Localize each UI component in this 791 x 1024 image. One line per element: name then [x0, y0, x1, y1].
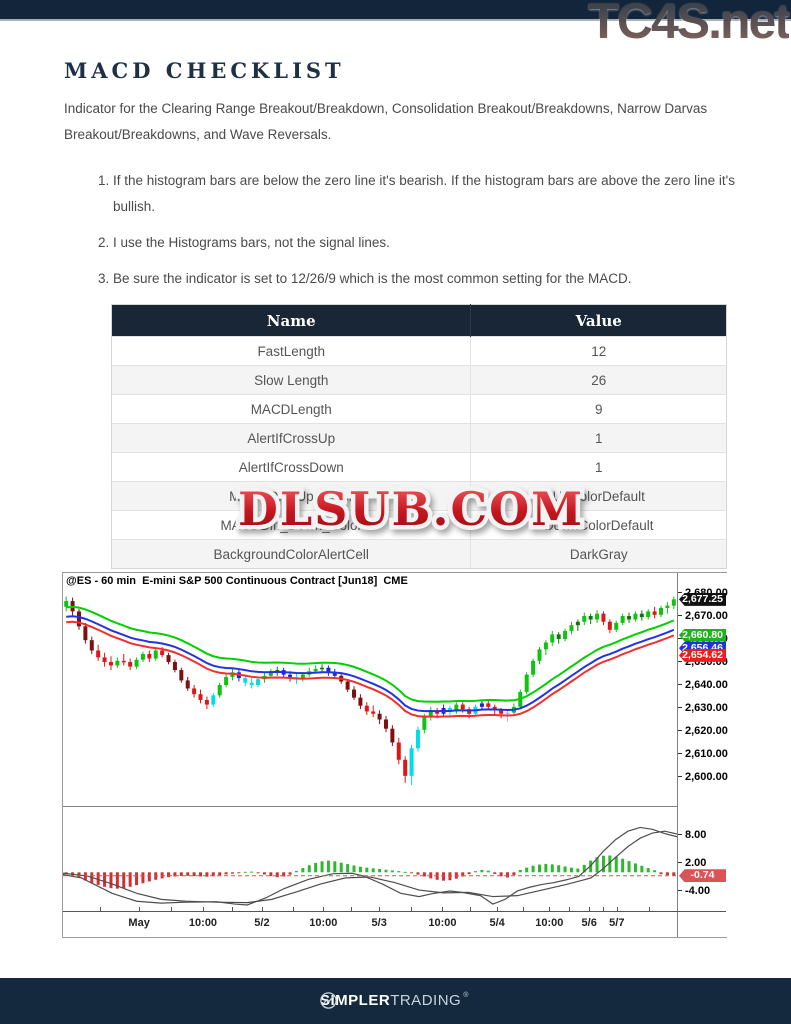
price-axis-label: 2,600.00	[678, 771, 728, 783]
time-axis-tick	[603, 907, 604, 912]
checklist-item: Be sure the indicator is set to 12/26/9 …	[113, 266, 773, 292]
table-row: AlertIfCrossDown 1	[111, 452, 727, 482]
time-axis-tick	[171, 907, 173, 912]
table-cell: Slow Length	[111, 365, 472, 395]
time-axis-tick	[261, 907, 263, 912]
top-bar	[0, 0, 791, 21]
time-axis-tick	[589, 907, 591, 912]
time-axis-tick	[442, 907, 444, 912]
price-pane	[64, 596, 676, 786]
price-badge: 2,677.25	[679, 592, 726, 606]
table-cell: DarkGray	[470, 539, 727, 569]
table-row: MACDDiff_Down_ColorDownColorDefault	[111, 510, 727, 540]
table-cell: UpColorDefault	[470, 481, 727, 511]
table-cell: DownColorDefault	[470, 510, 727, 540]
time-axis-tick	[99, 907, 101, 912]
settings-table: Name Value FastLength 12 Slow Length 26 MACD…	[111, 304, 727, 569]
time-axis-label: 10:00	[428, 917, 457, 929]
dlsub-watermark: DLSUB.COM DLSUB.COM	[233, 478, 586, 541]
time-axis-tick	[232, 907, 234, 912]
chart-line-icon	[320, 992, 337, 1009]
time-axis-tick	[202, 907, 204, 912]
intro-paragraph: Indicator for the Clearing Range Breakou…	[64, 101, 708, 142]
table-row: AlertIfCrossUp 1	[111, 423, 727, 453]
pane-divider	[63, 806, 726, 807]
tc4s-watermark: TC4S.net	[588, 0, 791, 50]
time-axis-tick	[569, 907, 571, 912]
time-axis-label: 5/2	[254, 917, 270, 929]
table-row: FastLength 12	[111, 336, 727, 366]
table-row: MACDLength 9	[111, 394, 727, 424]
table-row: MACDDiff_Up_ColorUpColorDefault	[111, 481, 727, 511]
table-cell: 1	[470, 452, 727, 482]
macd-value-badge: -0.74	[679, 869, 726, 883]
registered-mark: ®	[463, 992, 469, 999]
price-badge: 2,660.80	[679, 628, 726, 642]
time-axis: May 10:00 5/2 10:00 5/3 10:00 5/4 10:00 5/6 5/7	[63, 907, 726, 938]
macd-axis-label: 8.00	[678, 829, 706, 841]
time-axis-label: 5/6	[581, 917, 597, 929]
checklist-item: I use the Histograms bars, not the signa…	[113, 230, 773, 256]
time-axis-tick	[616, 907, 618, 912]
price-badge: 2,654.62	[679, 648, 726, 662]
time-axis-tick	[523, 907, 525, 912]
price-axis-label: 2,640.00	[678, 679, 728, 691]
time-axis-tick	[379, 907, 381, 912]
column-header-name: Name	[111, 304, 472, 337]
time-axis-tick	[469, 907, 471, 912]
time-axis-label: 10:00	[309, 917, 338, 929]
table-cell: BackgroundColorAlertCell	[111, 539, 472, 569]
macd-pane	[63, 826, 677, 906]
time-axis-tick	[292, 907, 294, 912]
time-axis-tick	[649, 907, 651, 912]
checklist: If the histogram bars are below the zero…	[64, 168, 773, 302]
logo-text-trading: TRADING	[390, 992, 462, 1009]
time-axis-tick	[139, 907, 141, 912]
table-cell: 1	[470, 423, 727, 453]
column-header-value: Value	[470, 304, 727, 337]
right-axis: 2,680.002,670.002,660.002,650.002,640.00…	[677, 573, 728, 937]
settings-table-wrap: Name Value FastLength 12 Slow Length 26 MACD…	[111, 304, 727, 569]
price-axis-label: 2,670.00	[678, 610, 728, 622]
price-axis-label: 2,620.00	[678, 725, 728, 737]
dlsub-watermark-text: DLSUB.COM	[238, 482, 585, 536]
logo-text-simpler: SIMPLER	[320, 992, 391, 1009]
table-row: Slow Length 26	[111, 365, 727, 395]
time-axis-tick	[323, 907, 325, 912]
table-cell: AlertIfCrossUp	[111, 423, 472, 453]
page-title: MACD CHECKLIST	[64, 58, 345, 83]
price-axis-label: 2,610.00	[678, 748, 728, 760]
footer-bar: SIMPLER TRADING ® TradersXtreme.com Trad…	[0, 978, 791, 1024]
time-axis-tick	[410, 907, 412, 912]
chart-title: @ES - 60 min E-mini S&P 500 Continuous C…	[66, 575, 408, 587]
table-row: BackgroundColorAlertCell DarkGray	[111, 539, 727, 569]
time-axis-tick	[549, 907, 551, 912]
table-body: FastLength 12 Slow Length 26 MACDLength 9 Aler…	[111, 336, 727, 569]
table-cell: FastLength	[111, 336, 472, 366]
time-axis-label: 5/4	[489, 917, 505, 929]
checklist-item: If the histogram bars are below the zero…	[113, 168, 773, 220]
time-axis-label: 10:00	[188, 917, 218, 929]
table-header-row: Name Value	[111, 304, 727, 337]
time-axis-label: 5/3	[371, 917, 387, 929]
price-axis-label: 2,630.00	[678, 702, 728, 714]
time-axis-label: 10:00	[535, 917, 564, 929]
time-axis-tick	[351, 907, 353, 912]
table-cell: 9	[470, 394, 727, 424]
macd-axis-label: 2.00	[678, 857, 706, 869]
time-axis-label: 5/7	[609, 917, 625, 929]
table-cell: AlertIfCrossDown	[111, 452, 472, 482]
time-axis-tick	[497, 907, 499, 912]
table-cell: MACDDiff_Up_Color	[111, 481, 472, 511]
dlsub-watermark-outline: DLSUB.COM	[233, 478, 586, 541]
time-axis-label: May	[128, 917, 150, 929]
table-cell: 26	[470, 365, 727, 395]
table-cell: MACDDiff_Down_Color	[111, 510, 472, 540]
table-cell: MACDLength	[111, 394, 472, 424]
price-chart: @ES - 60 min E-mini S&P 500 Continuous C…	[62, 572, 728, 938]
simpler-trading-logo: SIMPLER TRADING ®	[320, 992, 468, 1009]
table-cell: 12	[470, 336, 727, 366]
macd-axis-label: -4.00	[678, 885, 710, 897]
